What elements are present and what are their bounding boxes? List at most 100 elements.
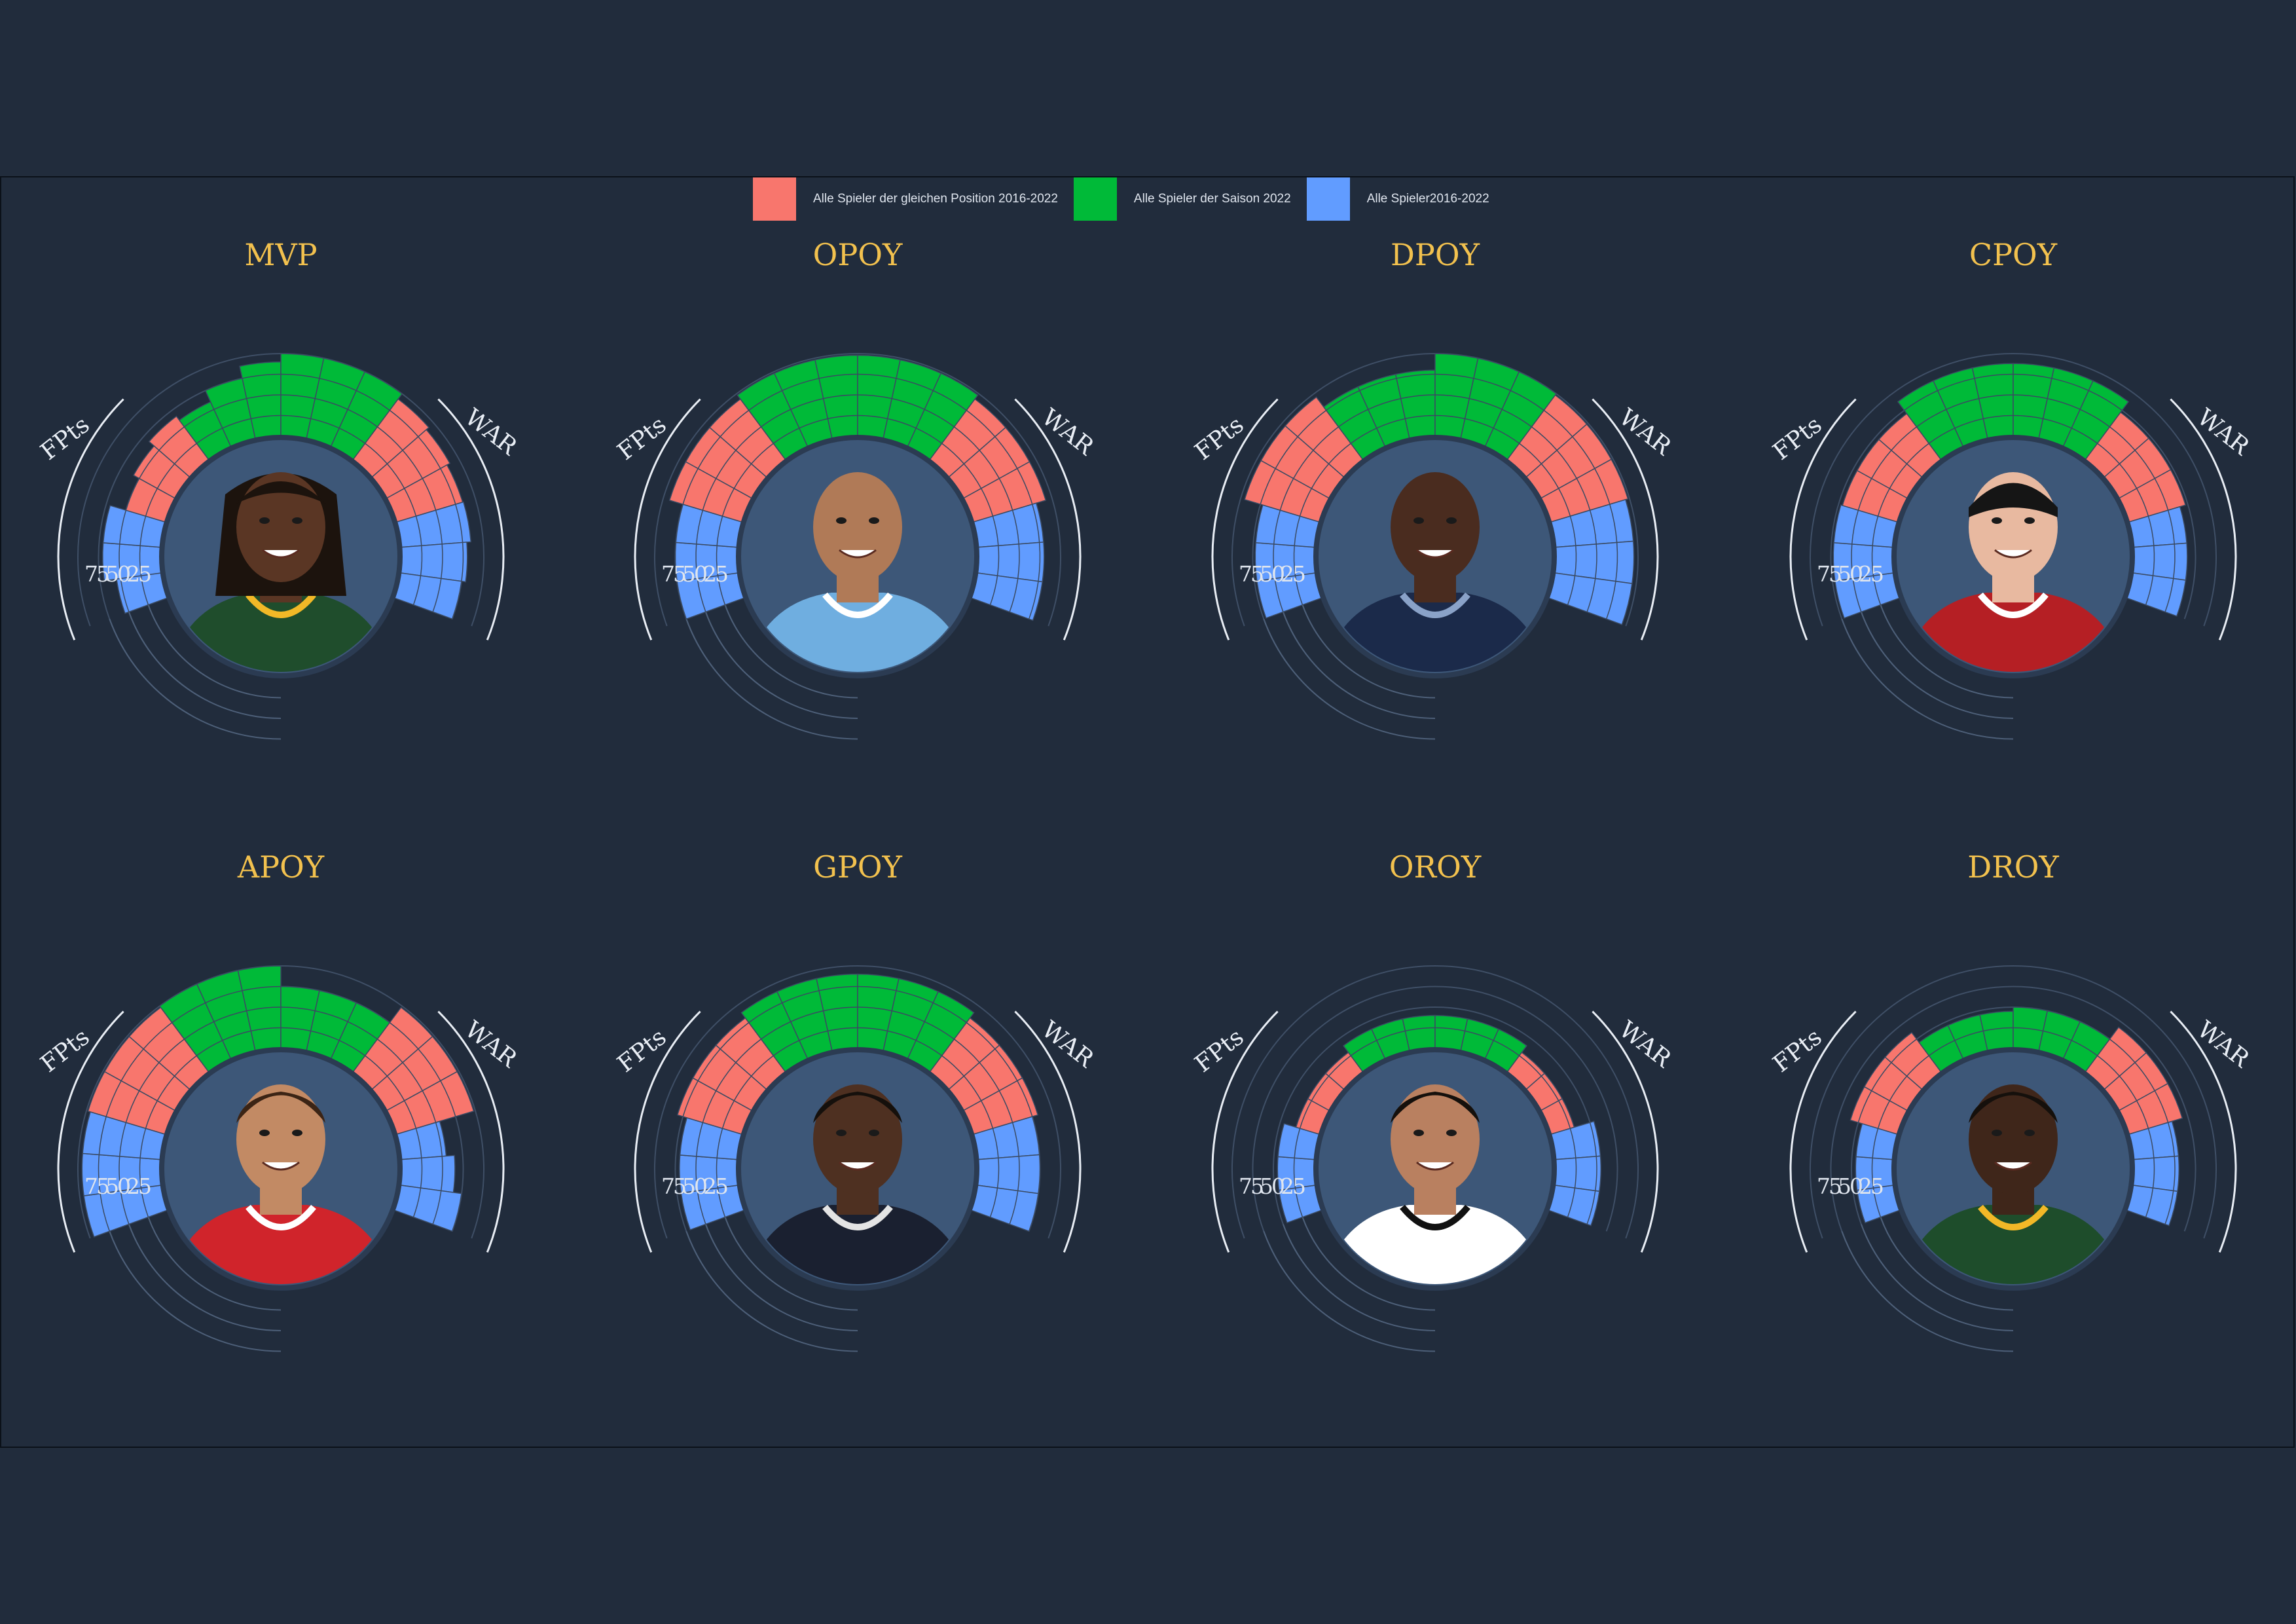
bar-blue [393, 1185, 462, 1232]
bar-tier-line [2051, 378, 2089, 392]
bar-tier-line [205, 990, 243, 1004]
bar-tier-line [418, 1048, 441, 1081]
award-title: DPOY [1391, 237, 1480, 272]
player-face [1391, 472, 1480, 582]
player-face [1969, 1084, 2058, 1194]
bar-tier-line [682, 1080, 699, 1117]
player-face [813, 1084, 902, 1194]
tick-label-50: 50 [682, 561, 706, 587]
tick-label-25: 25 [1281, 1173, 1305, 1199]
bar-tier-line [440, 544, 443, 579]
player-eye [836, 1130, 847, 1136]
bar-tier-line [125, 1090, 140, 1123]
bar-tier-line [143, 1022, 173, 1050]
bar-tier-line [823, 1006, 858, 1012]
bar-tier-line [748, 390, 783, 411]
tick-arc [109, 618, 191, 716]
bar-tier-line [782, 378, 820, 392]
tick-arc [1282, 1224, 1355, 1310]
tick-arc [1302, 1217, 1365, 1292]
player-face [1391, 1084, 1480, 1194]
bar-tier-line [139, 1062, 160, 1092]
bar-tier-line [1531, 426, 1558, 451]
tick-arc [685, 618, 767, 716]
bar-tier-line [720, 410, 750, 437]
bar-tier-line [932, 390, 967, 411]
bar-tier-line [1567, 1188, 1576, 1217]
bar-tier-line [1605, 581, 1616, 619]
tick-arc [1880, 1217, 1943, 1292]
bar-tier-line [1589, 1122, 1597, 1156]
bar-tier-line [1871, 450, 1892, 479]
tick-arc [1880, 604, 1943, 680]
bar-tier-line [823, 394, 858, 399]
bar-tier-line [697, 436, 721, 469]
bar-tier-line [461, 542, 464, 581]
tick-label-50: 50 [1838, 1173, 1862, 1199]
bar-tier-line [857, 373, 897, 379]
bar-tier-line [1916, 409, 1947, 428]
tick-arc [1860, 612, 1933, 697]
bar-tier-line [695, 1122, 704, 1156]
bar-tier-line [2088, 390, 2123, 411]
tick-labels: 755025 [1817, 1173, 1883, 1199]
award-title: CPOY [1969, 237, 2058, 272]
bar-tier-line [377, 426, 403, 451]
legend-label-season: Alle Spieler der Saison 2022 [1133, 192, 1291, 206]
bar-tier-line [702, 478, 717, 511]
player-smile [262, 549, 300, 559]
bar-tier-line [2154, 478, 2169, 511]
tick-label-75: 75 [84, 561, 109, 587]
bar-tier-line [1011, 509, 1020, 544]
bar-tier-line [966, 410, 996, 437]
player-eye [2024, 1130, 2035, 1136]
bar-tier-line [857, 1006, 892, 1012]
award-chart-droy: DROY FPts WAR 755025 [1768, 849, 2255, 1352]
bar-tier-line [389, 410, 419, 437]
fpts-arc [57, 398, 124, 640]
fpts-arc [1211, 398, 1279, 640]
bar-tier-line [761, 409, 792, 428]
jersey-collar [822, 1204, 893, 1230]
axis-label-fpts: FPts [613, 411, 672, 466]
bar-tier-line [998, 1090, 1013, 1123]
bar-tier-line [118, 1156, 122, 1191]
jersey-collar [1400, 592, 1470, 618]
bar-tier-line [1032, 504, 1040, 543]
war-arc [1014, 1010, 1082, 1253]
bar-tier-line [1594, 468, 1611, 505]
player-eye [869, 1130, 879, 1136]
tick-label-25: 25 [703, 1173, 727, 1199]
bar-tier-line [857, 986, 897, 991]
bar-tier-line [924, 409, 955, 428]
bar-tier-line [118, 1122, 127, 1156]
axis-label-fpts: FPts [1190, 1024, 1249, 1078]
tick-arc [724, 1217, 788, 1292]
bar-tier-line [422, 1090, 437, 1123]
player-eye [259, 517, 270, 524]
tick-arc [704, 1224, 778, 1310]
bar-tier-line [1974, 373, 2014, 379]
bar-tier-line [790, 397, 824, 410]
tick-label-50: 50 [1260, 1173, 1284, 1199]
tick-arc [128, 1224, 201, 1310]
bar-tier-line [280, 394, 316, 399]
bar-tier-line [782, 990, 820, 1004]
tick-label-50: 50 [105, 561, 130, 587]
grid-arc [1810, 965, 2217, 1239]
award-chart-cpoy: CPOY FPts WAR 755025 [1768, 237, 2255, 740]
bar-tier-line [954, 1039, 980, 1063]
legend-label-position: Alle Spieler der gleichen Position 2016-… [813, 192, 1058, 206]
legend-item-position: Alle Spieler der gleichen Position 2016-… [753, 177, 1058, 221]
bar-tier-line [735, 1039, 761, 1063]
bar-tier-line [184, 1021, 215, 1040]
tick-label-75: 75 [1239, 561, 1263, 587]
bar-tier-line [1946, 397, 1979, 410]
bar-tier-line [1594, 544, 1597, 579]
bar-tier-line [1279, 478, 1294, 511]
bar-tier-line [1297, 410, 1327, 437]
tick-arc [1841, 1230, 1923, 1328]
bar-tier-line [1586, 578, 1596, 612]
war-arc [1592, 1010, 1659, 1253]
bar-tier-line [1293, 450, 1314, 479]
